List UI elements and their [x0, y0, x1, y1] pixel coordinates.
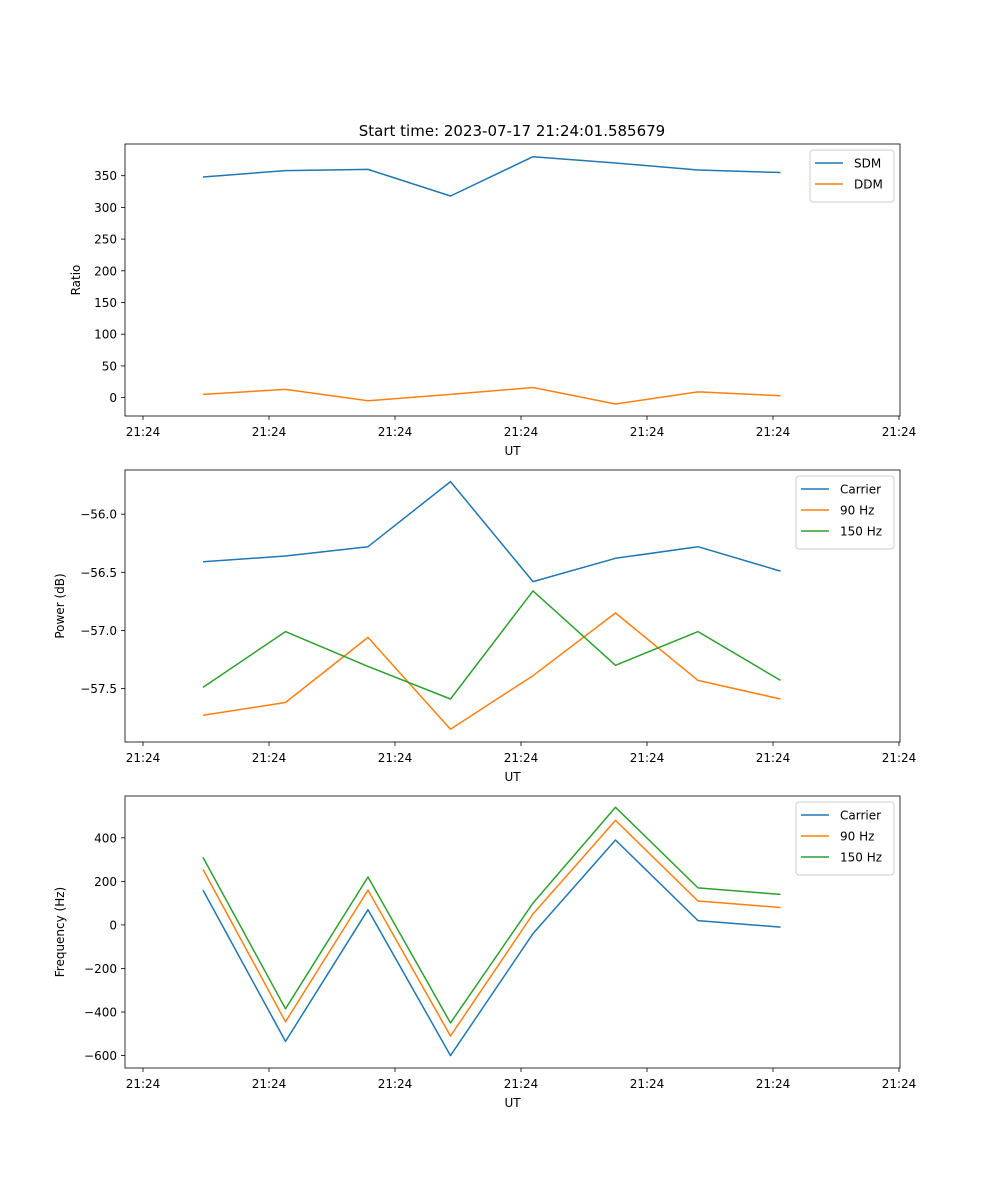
x-tick-label: 21:24: [378, 1077, 413, 1091]
legend-box: [809, 149, 895, 203]
x-tick-label: 21:24: [756, 751, 791, 765]
x-axis-label: UT: [504, 1096, 521, 1110]
x-tick-label: 21:24: [882, 425, 917, 439]
chart-panel-1: 21:24 21:24 21:24 21:24 21:24 21:24 21:24 UT 0 50…: [69, 143, 917, 458]
y-tick-label: 100: [94, 328, 117, 342]
axes-frame: [124, 143, 901, 417]
series-line-90-hz: [202, 612, 781, 730]
legend-label: SDM: [854, 157, 881, 171]
x-tick-label: 21:24: [756, 425, 791, 439]
x-tick-label: 21:24: [126, 1077, 161, 1091]
x-tick-label: 21:24: [882, 1077, 917, 1091]
y-tick-label: 250: [94, 233, 117, 247]
x-axis-label: UT: [504, 770, 521, 784]
legend-label: 90 Hz: [840, 830, 874, 844]
x-tick-label: 21:24: [252, 425, 287, 439]
x-tick-label: 21:24: [630, 1077, 665, 1091]
y-tick-label: 150: [94, 296, 117, 310]
x-tick-label: 21:24: [126, 751, 161, 765]
legend-label: Carrier: [840, 483, 881, 497]
y-tick-label: −57.0: [80, 624, 117, 638]
legend: Carrier 90 Hz 150 Hz: [795, 801, 895, 876]
legend-label: DDM: [854, 178, 883, 192]
x-tick-label: 21:24: [504, 751, 539, 765]
x-tick-label: 21:24: [630, 751, 665, 765]
axes-frame: [124, 795, 901, 1069]
series-line-ddm: [202, 386, 781, 405]
y-tick-label: 300: [94, 201, 117, 215]
series-line-90-hz: [202, 819, 781, 1037]
y-tick-label: −400: [84, 1006, 117, 1020]
y-tick-label: 50: [102, 359, 117, 373]
legend-label: 90 Hz: [840, 504, 874, 518]
x-tick-label: 21:24: [126, 425, 161, 439]
y-tick-label: 0: [109, 391, 117, 405]
y-tick-label: −57.5: [80, 682, 117, 696]
y-tick-label: −56.0: [80, 508, 117, 522]
chart-panel-3: 21:24 21:24 21:24 21:24 21:24 21:24 21:24 UT −60…: [53, 795, 917, 1110]
y-axis-label: Ratio: [69, 265, 83, 296]
x-tick-label: 21:24: [882, 751, 917, 765]
y-tick-label: 400: [94, 831, 117, 845]
series-line-150-hz: [202, 590, 781, 700]
x-tick-label: 21:24: [378, 751, 413, 765]
y-tick-label: 0: [109, 918, 117, 932]
legend: Carrier 90 Hz 150 Hz: [795, 475, 895, 550]
x-tick-label: 21:24: [252, 1077, 287, 1091]
y-tick-label: 200: [94, 264, 117, 278]
x-tick-label: 21:24: [378, 425, 413, 439]
legend-label: Carrier: [840, 809, 881, 823]
y-axis-label: Frequency (Hz): [53, 887, 67, 978]
legend: SDM DDM: [809, 149, 895, 203]
y-tick-label: −200: [84, 962, 117, 976]
y-tick-label: −600: [84, 1049, 117, 1063]
axes-frame: [124, 469, 901, 743]
x-axis-label: UT: [504, 444, 521, 458]
y-tick-label: −56.5: [80, 566, 117, 580]
x-tick-label: 21:24: [252, 751, 287, 765]
x-tick-label: 21:24: [504, 1077, 539, 1091]
legend-label: 150 Hz: [840, 525, 882, 539]
series-line-carrier: [202, 480, 781, 583]
chart-panel-2: 21:24 21:24 21:24 21:24 21:24 21:24 21:24 UT −57…: [53, 469, 917, 784]
y-tick-label: 200: [94, 875, 117, 889]
chart-title: Start time: 2023-07-17 21:24:01.585679: [359, 122, 665, 140]
y-tick-label: 350: [94, 169, 117, 183]
y-axis-label: Power (dB): [53, 573, 67, 638]
legend-label: 150 Hz: [840, 851, 882, 865]
series-line-150-hz: [202, 806, 781, 1024]
x-tick-label: 21:24: [756, 1077, 791, 1091]
x-tick-label: 21:24: [630, 425, 665, 439]
series-line-carrier: [202, 839, 781, 1057]
x-tick-label: 21:24: [504, 425, 539, 439]
series-line-sdm: [202, 155, 781, 197]
